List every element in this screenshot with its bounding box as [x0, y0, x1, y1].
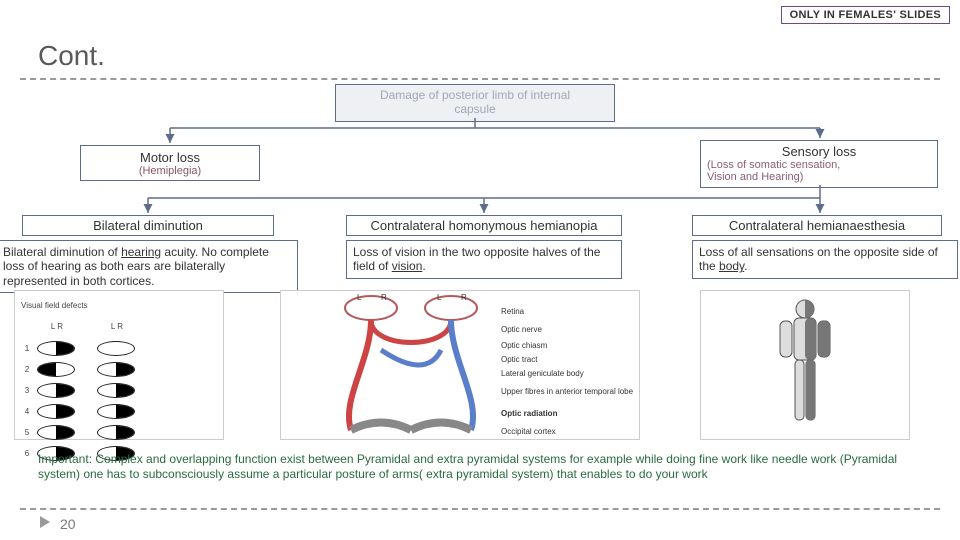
motor-sub: (Hemiplegia): [87, 165, 253, 177]
vfd-title: Visual field defects: [21, 302, 137, 310]
c2-u: vision: [392, 259, 423, 273]
optic-label: Optic tract: [501, 355, 537, 364]
vfd-oval: [37, 383, 75, 398]
body-silhouette: [760, 295, 850, 435]
svg-text:L: L: [437, 293, 442, 302]
figure-body-hemianaesthesia: [700, 290, 910, 440]
optic-label: Lateral geniculate body: [501, 369, 584, 378]
col1-head: Bilateral diminution: [22, 215, 274, 236]
page-arrow-icon: [40, 516, 50, 528]
c1-a: Bilateral diminution of: [3, 245, 121, 259]
vfd-oval: [37, 341, 75, 356]
vfd-oval: [97, 383, 135, 398]
vfd-oval: [97, 404, 135, 419]
optic-pathway-svg: L R L R: [281, 290, 639, 440]
optic-label: Optic chiasm: [501, 341, 547, 350]
vfd-oval: [37, 404, 75, 419]
svg-text:R: R: [381, 293, 387, 302]
vfd-oval: [97, 425, 135, 440]
optic-label: Optic nerve: [501, 325, 542, 334]
root-line1: Damage of posterior limb of internal: [342, 89, 608, 103]
divider-top: [20, 78, 940, 80]
optic-label: Upper fibres in anterior temporal lobe: [501, 387, 633, 396]
sensory-box: Sensory loss (Loss of somatic sensation,…: [700, 140, 938, 188]
root-line2: capsule: [342, 103, 608, 117]
sensory-sub1: (Loss of somatic sensation,: [707, 159, 931, 171]
svg-text:L: L: [357, 293, 362, 302]
vfd-oval: [97, 362, 135, 377]
svg-text:R: R: [461, 293, 467, 302]
vfd-oval: [97, 341, 135, 356]
col3-head: Contralateral hemianaesthesia: [692, 215, 942, 236]
col2-body: Loss of vision in the two opposite halve…: [346, 240, 622, 279]
col2-head: Contralateral homonymous hemianopia: [346, 215, 622, 236]
root-box: Damage of posterior limb of internal cap…: [335, 84, 615, 122]
sensory-title: Sensory loss: [707, 144, 931, 159]
vfd-oval: [37, 362, 75, 377]
c2-a: Loss of vision in the two opposite halve…: [353, 245, 600, 273]
footer-note: Important: Complex and overlapping funct…: [38, 452, 920, 482]
vfd-oval: [37, 425, 75, 440]
c3-u: body: [719, 259, 744, 273]
col1-body: Bilateral diminution of hearing acuity. …: [0, 240, 298, 293]
motor-title: Motor loss: [87, 150, 253, 165]
page-title: Cont.: [38, 40, 105, 72]
col3-body: Loss of all sensations on the opposite s…: [692, 240, 958, 279]
motor-box: Motor loss (Hemiplegia): [80, 145, 260, 181]
optic-label: Occipital cortex: [501, 427, 556, 436]
figure-optic-pathway: L R L R Retina Optic nerve Optic chiasm Opt…: [280, 290, 640, 440]
divider-bottom: [20, 508, 940, 510]
c2-b: .: [422, 259, 425, 273]
optic-label: Retina: [501, 307, 524, 316]
optic-label: Optic radiation: [501, 409, 557, 418]
c1-u: hearing: [121, 245, 161, 259]
c3-b: .: [744, 259, 747, 273]
badge-only-females: ONLY IN FEMALES' SLIDES: [781, 6, 950, 24]
figure-visual-field-defects: Visual field defectsL RL R123456: [14, 290, 224, 440]
sensory-sub2: Vision and Hearing): [707, 171, 931, 183]
page-number: 20: [60, 516, 76, 532]
